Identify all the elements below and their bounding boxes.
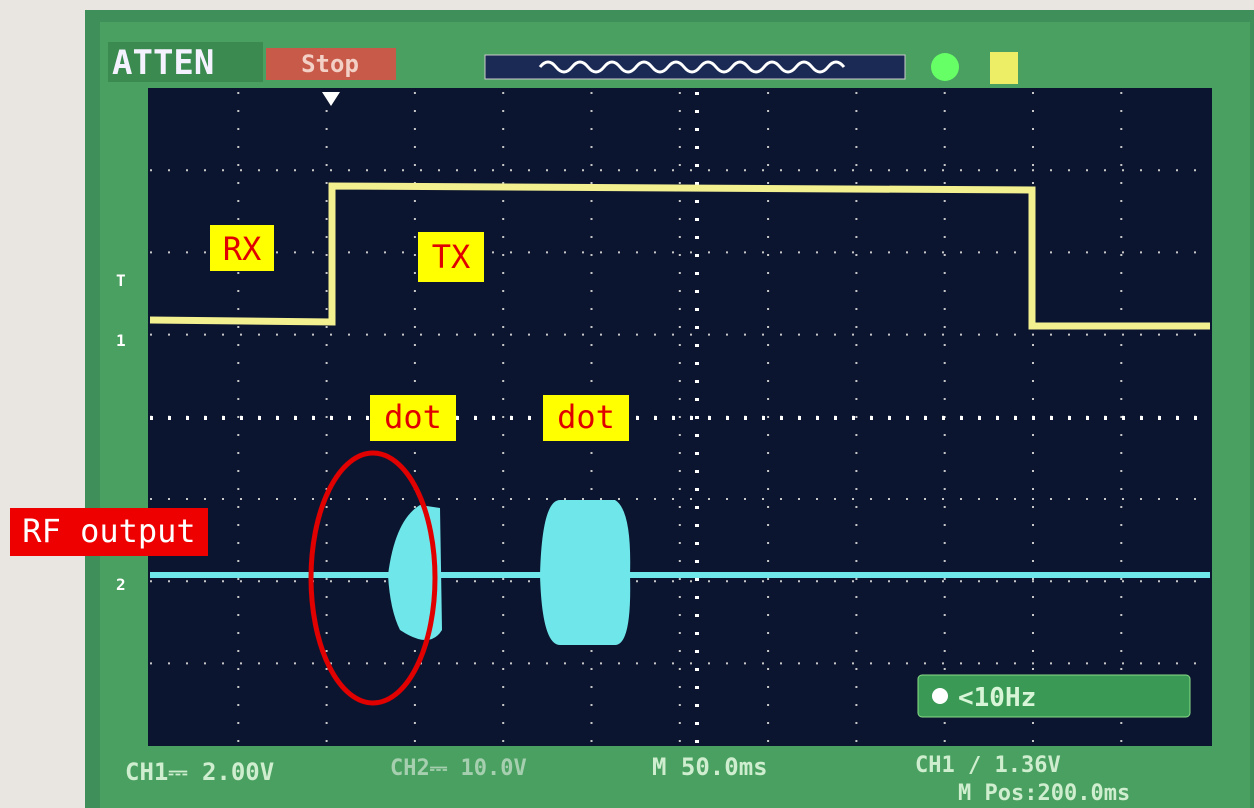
trigger-marker: T: [116, 271, 126, 290]
ch2-marker: 2: [116, 575, 126, 594]
state: Stop: [301, 50, 359, 78]
dot1-label: dot: [384, 398, 442, 436]
timebase: M 50.0ms: [652, 753, 768, 781]
body: ATTEN Stop T 1 2 RX TX dot dot RF output…: [0, 0, 1254, 808]
mode: ATTEN: [112, 43, 214, 83]
page: {"header":{"mode":"ATTEN","state":"Stop"…: [0, 0, 1254, 808]
rf-label: RF output: [22, 512, 195, 550]
ch1-scale: CH1⎓ 2.00V: [125, 758, 274, 786]
freq-value: <10Hz: [958, 683, 1036, 713]
ch2-scale: CH2⎓ 10.0V: [390, 756, 527, 781]
trigger-level: CH1 ∕ 1.36V: [915, 753, 1061, 778]
ch1-marker: 1: [116, 331, 126, 350]
scope-photo: ATTEN Stop T 1 2 RX TX dot dot RF output…: [0, 0, 1254, 808]
usb-icon: [931, 53, 959, 81]
tx-label: TX: [432, 238, 471, 276]
print-icon: [990, 52, 1018, 84]
memory-bar: [485, 55, 905, 79]
rx-label: RX: [223, 230, 262, 268]
ch2-burst-2: [540, 500, 630, 645]
position: M Pos:200.0ms: [958, 781, 1130, 806]
dot2-label: dot: [557, 398, 615, 436]
freq-icon: [932, 688, 948, 704]
